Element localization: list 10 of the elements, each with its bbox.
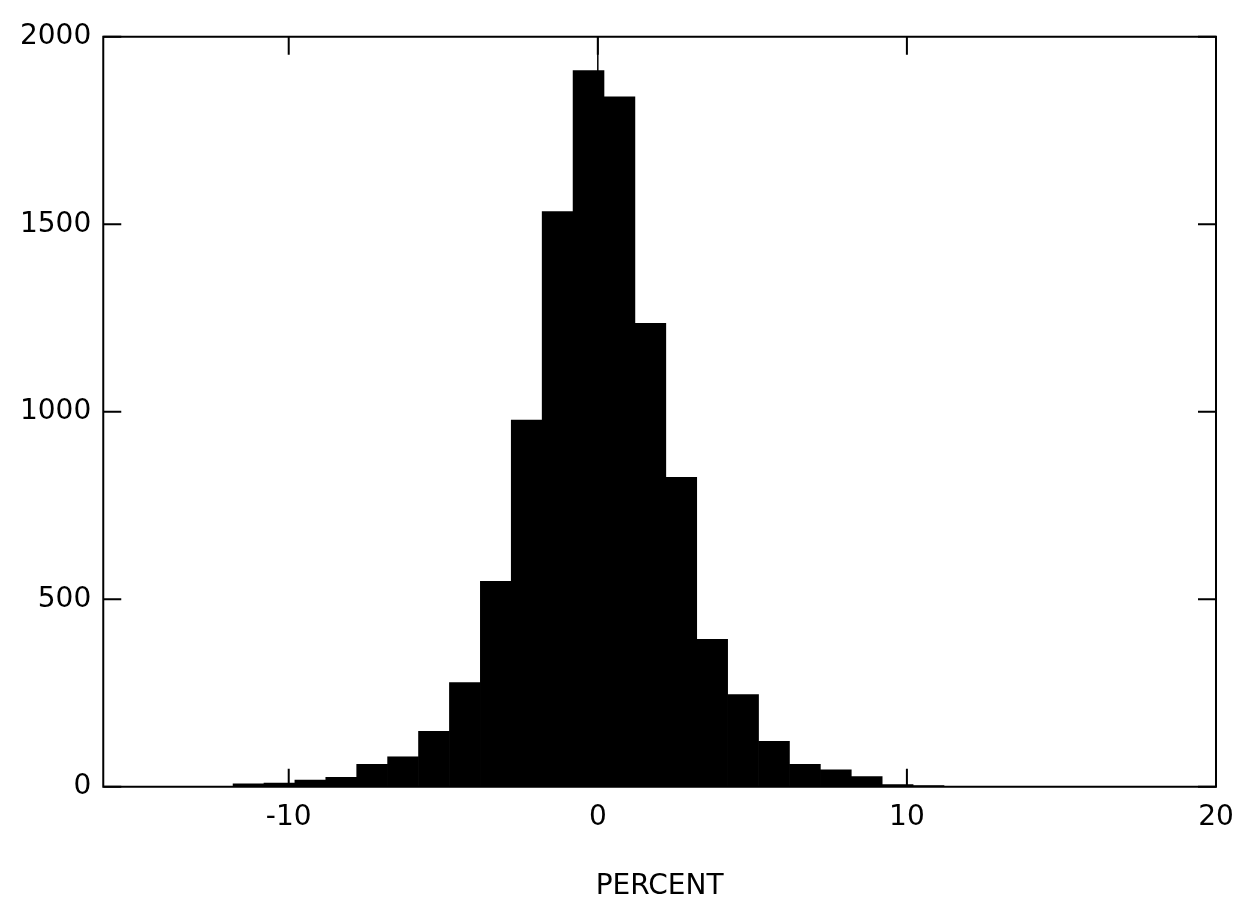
x-tick-label: 20: [1198, 798, 1234, 832]
y-tick-label: 1500: [19, 205, 92, 239]
y-tick-label: 2000: [19, 18, 92, 52]
y-tick-label: 0: [73, 768, 92, 802]
x-tick-label: 0: [588, 798, 607, 832]
y-tick-label: 1000: [19, 393, 92, 427]
x-tick-label: 10: [889, 798, 925, 832]
y-tick-label: 500: [37, 580, 92, 614]
x-tick-label: -10: [265, 798, 312, 832]
x-axis-title: PERCENT: [595, 868, 725, 902]
